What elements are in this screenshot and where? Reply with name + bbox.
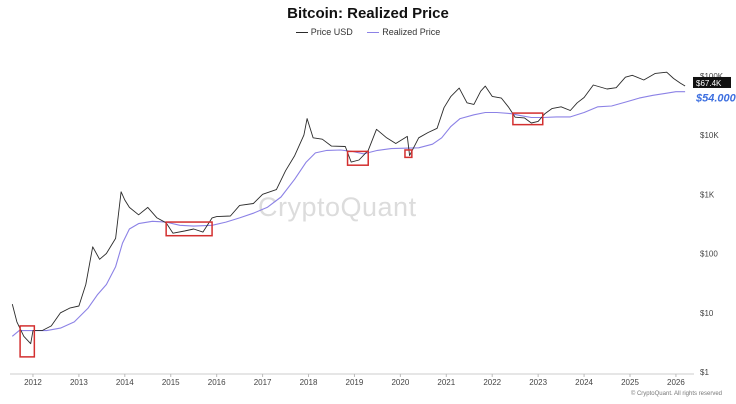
- x-tick-label: 2026: [667, 378, 685, 387]
- highlight-layer: [19, 112, 544, 358]
- axes: 2012 2013 2014 2015 2016 2017 2018 2019 2020 2021…: [10, 72, 724, 387]
- x-tick-label: 2025: [621, 378, 639, 387]
- realized-price-line: [11, 91, 686, 337]
- price-label-layer: $67.4K $54.000: [693, 76, 736, 105]
- x-tick-label: 2023: [529, 378, 547, 387]
- x-tick-label: 2024: [575, 378, 593, 387]
- legend-label-realized: Realized Price: [382, 27, 441, 37]
- highlight-box: [165, 221, 213, 237]
- x-tick-label: 2021: [437, 378, 455, 387]
- x-tick-label: 2019: [346, 378, 364, 387]
- highlight-box: [512, 112, 544, 126]
- y-tick-label: $100K: [700, 72, 724, 81]
- x-tick-label: 2016: [208, 378, 226, 387]
- realized-price-label: $54.000: [695, 93, 736, 105]
- legend-label-price: Price USD: [310, 27, 353, 37]
- legend-swatch-price: [295, 32, 308, 34]
- x-tick-label: 2014: [116, 378, 134, 387]
- chart-title: Bitcoin: Realized Price: [287, 5, 449, 22]
- price-label-bg: [693, 76, 731, 88]
- y-tick-label: $10K: [700, 131, 719, 140]
- price-usd-line: [11, 71, 686, 345]
- highlight-box: [19, 325, 36, 358]
- y-tick-label: $1K: [700, 190, 715, 199]
- y-tick-label: $100: [700, 250, 718, 259]
- legend-item-price[interactable]: Price USD: [295, 27, 353, 37]
- y-tick-label: $10: [700, 309, 714, 318]
- x-tick-label: 2017: [254, 378, 272, 387]
- x-tick-label: 2012: [24, 378, 42, 387]
- x-tick-label: 2015: [162, 378, 180, 387]
- x-tick-label: 2018: [300, 378, 318, 387]
- chart-legend: Price USD Realized Price: [0, 27, 736, 37]
- x-tick-label: 2020: [391, 378, 409, 387]
- legend-swatch-realized: [367, 32, 380, 34]
- y-tick-label: $1: [700, 368, 709, 377]
- watermark-logo: CryptoQuant: [258, 192, 417, 222]
- current-price-label: $67.4K: [696, 79, 722, 88]
- x-tick-label: 2013: [70, 378, 88, 387]
- series-layer: [11, 71, 686, 345]
- highlight-box: [346, 150, 369, 166]
- copyright-text: © CryptoQuant. All rights reserved: [630, 391, 722, 397]
- legend-item-realized[interactable]: Realized Price: [367, 27, 440, 37]
- x-tick-label: 2022: [483, 378, 501, 387]
- highlight-box: [404, 149, 413, 159]
